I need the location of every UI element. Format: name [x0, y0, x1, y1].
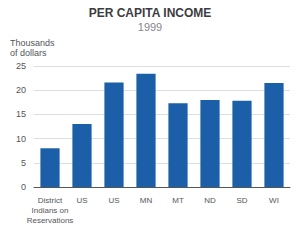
- svg-text:MT: MT: [172, 196, 184, 205]
- svg-text:15: 15: [16, 109, 26, 119]
- svg-text:Reservations: Reservations: [27, 216, 74, 225]
- svg-text:US: US: [76, 196, 87, 205]
- svg-text:ND: ND: [204, 196, 216, 205]
- svg-text:20: 20: [16, 85, 26, 95]
- svg-text:10: 10: [16, 134, 26, 144]
- svg-text:WI: WI: [269, 196, 279, 205]
- svg-text:PER CAPITA INCOME: PER CAPITA INCOME: [89, 6, 212, 20]
- svg-text:0: 0: [21, 182, 26, 192]
- svg-text:SD: SD: [236, 196, 247, 205]
- svg-text:1999: 1999: [138, 21, 162, 33]
- svg-text:Indians on: Indians on: [32, 206, 69, 215]
- svg-text:Thousands: Thousands: [10, 38, 55, 48]
- svg-text:25: 25: [16, 61, 26, 71]
- svg-text:District: District: [38, 196, 63, 205]
- svg-text:MN: MN: [140, 196, 153, 205]
- svg-text:5: 5: [21, 158, 26, 168]
- svg-text:of dollars: of dollars: [10, 48, 47, 58]
- svg-text:US: US: [108, 196, 119, 205]
